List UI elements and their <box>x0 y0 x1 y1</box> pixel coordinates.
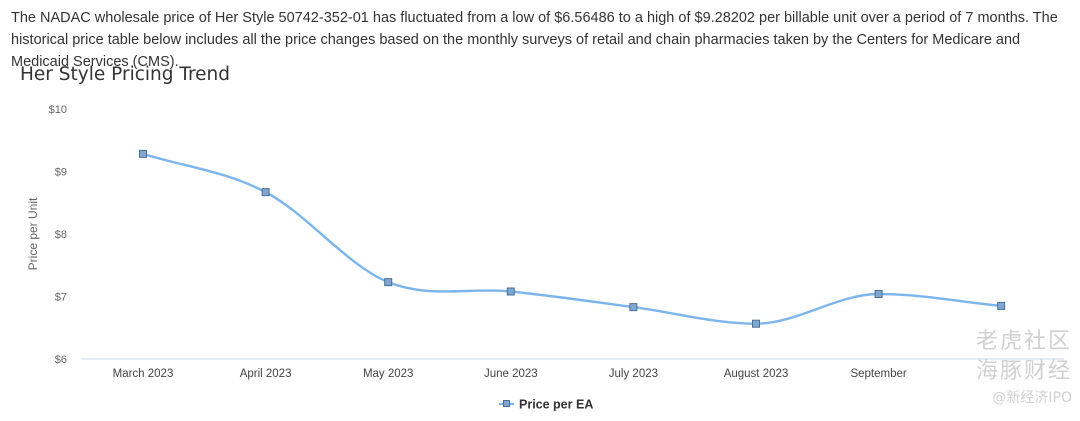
x-tick-label: August 2023 <box>724 368 789 380</box>
x-tick-label: May 2023 <box>363 368 414 380</box>
y-tick-label: $8 <box>55 229 67 241</box>
series-line-price-per-ea <box>141 152 1003 325</box>
watermark-line-1: 老虎社区 <box>975 329 1072 354</box>
chart-description: The NADAC wholesale price of Her Style 5… <box>11 10 1058 70</box>
data-point-marker[interactable] <box>997 301 1006 310</box>
data-point-marker[interactable] <box>261 188 270 197</box>
data-point-marker[interactable] <box>629 303 638 312</box>
y-tick-label: $6 <box>55 354 67 366</box>
y-axis-title: Price per Unit <box>26 197 40 270</box>
y-tick-label: $9 <box>55 167 67 179</box>
chart-title: Her Style Pricing Trend <box>20 64 230 85</box>
watermark-line-3: @新经济IPO <box>992 390 1072 406</box>
watermark: 老虎社区 海豚财经 @新经济IPO <box>976 323 1072 407</box>
series-markers <box>139 149 1006 328</box>
data-point-marker[interactable] <box>139 149 147 158</box>
data-point-marker[interactable] <box>384 278 393 287</box>
data-point-marker[interactable] <box>874 290 883 298</box>
legend[interactable]: Price per EA <box>499 398 593 412</box>
x-axis-ticks: March 2023 April 2023 May 2023 June 2023 Jul… <box>113 368 907 380</box>
y-axis-ticks: $6 $7 $8 $9 $10 <box>49 104 67 366</box>
watermark-line-2: 海豚财经 <box>975 359 1072 384</box>
data-point-marker[interactable] <box>752 319 760 328</box>
legend-marker-symbol <box>503 400 510 407</box>
legend-label: Price per EA <box>519 398 593 412</box>
x-tick-label: March 2023 <box>113 368 174 380</box>
x-tick-label: June 2023 <box>484 368 538 380</box>
y-tick-label: $10 <box>49 104 67 116</box>
x-tick-label: September <box>850 368 906 380</box>
x-tick-label: July 2023 <box>609 368 658 380</box>
x-tick-label: April 2023 <box>240 368 292 380</box>
data-point-marker[interactable] <box>506 287 515 296</box>
y-tick-label: $7 <box>55 292 67 304</box>
